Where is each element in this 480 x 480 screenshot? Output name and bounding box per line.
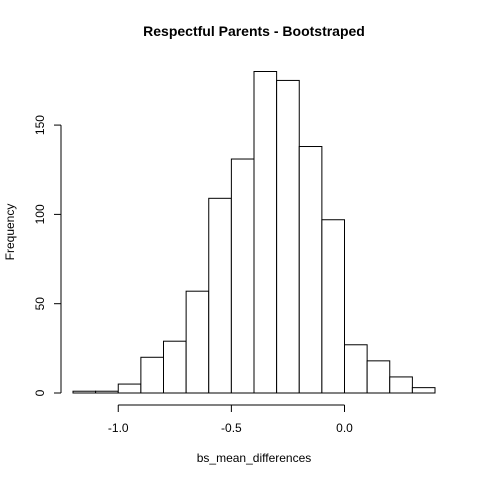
histogram-bar <box>344 344 368 394</box>
x-tick-label: 0.0 <box>336 421 353 435</box>
histogram-bar <box>321 219 345 394</box>
y-tick-label: 100 <box>33 204 47 224</box>
x-axis-label: bs_mean_differences <box>197 451 312 465</box>
chart-title: Respectful Parents - Bootstraped <box>143 23 365 39</box>
x-tick-label: -0.5 <box>221 421 242 435</box>
histogram-bar <box>185 290 210 394</box>
histogram-bar <box>117 383 142 394</box>
y-tick-label: 150 <box>33 115 47 135</box>
histogram-bar <box>366 360 391 394</box>
histogram-bar <box>72 390 97 394</box>
histogram-bar <box>411 387 436 394</box>
histogram-bar <box>140 356 164 394</box>
histogram-bar <box>163 340 187 394</box>
histogram-bar <box>389 376 413 394</box>
histogram-bar <box>298 146 323 394</box>
histogram-bars <box>72 71 436 394</box>
histogram-bar <box>253 71 278 394</box>
histogram-bar <box>95 390 119 394</box>
y-tick-label: 0 <box>33 389 47 396</box>
histogram-bar <box>208 197 232 394</box>
y-axis-label: Frequency <box>3 204 17 261</box>
x-axis: -1.0 -0.5 0.0 <box>108 404 353 435</box>
y-tick-label: 50 <box>33 297 47 311</box>
histogram-bar <box>230 158 255 394</box>
x-tick-label: -1.0 <box>108 421 129 435</box>
y-axis: 0 50 100 150 <box>33 115 62 396</box>
histogram-bar <box>276 79 300 394</box>
